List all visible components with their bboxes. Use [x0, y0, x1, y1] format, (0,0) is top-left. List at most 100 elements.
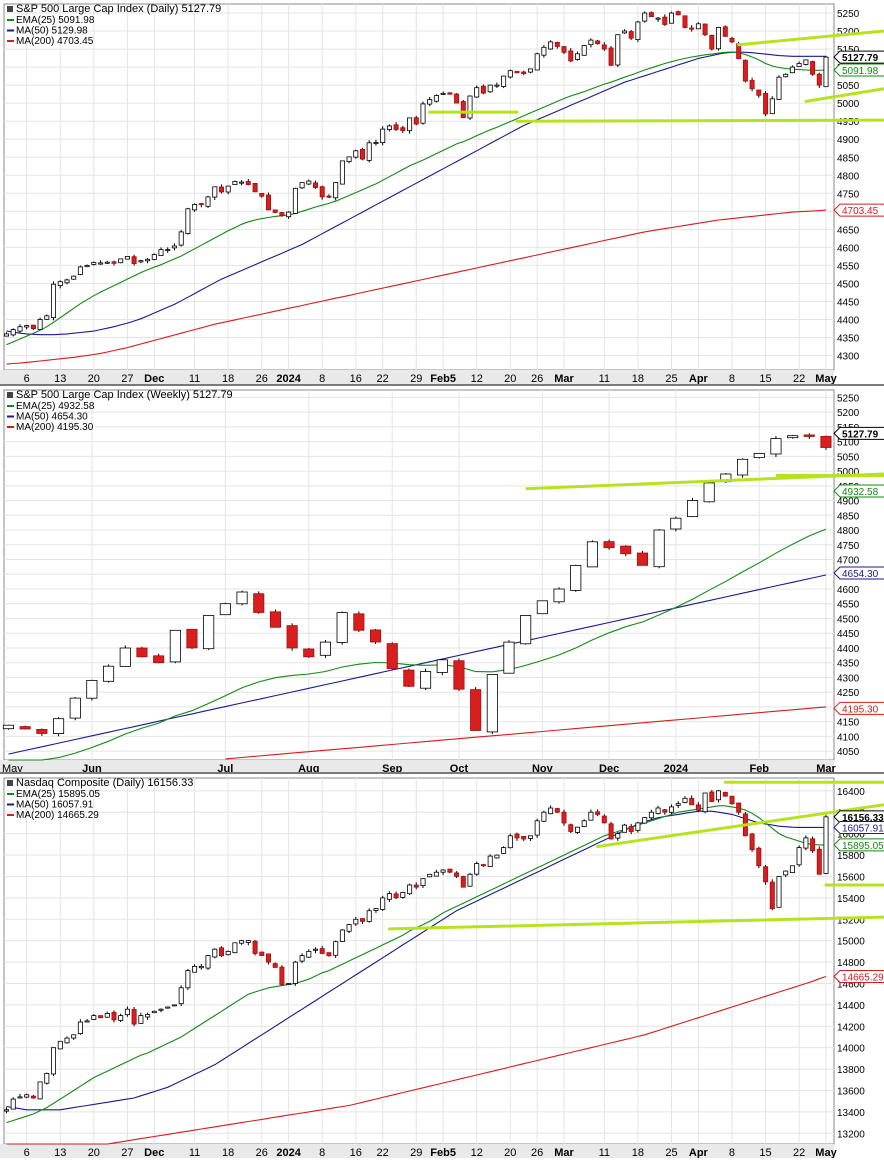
candle-body	[433, 95, 439, 102]
candle	[253, 591, 265, 614]
candle	[403, 668, 415, 688]
candle	[4, 1107, 9, 1114]
candle-body	[306, 180, 312, 185]
candle	[716, 26, 722, 51]
y-tick-label: 14200	[837, 1022, 865, 1033]
x-tick-label: Mar	[554, 1147, 574, 1158]
candle	[312, 947, 318, 954]
candle	[138, 1012, 144, 1024]
candle	[104, 260, 110, 264]
x-axis-strip	[0, 370, 834, 384]
candle-body	[84, 1020, 90, 1023]
candle-body	[165, 249, 171, 252]
candle	[467, 872, 473, 887]
candle	[783, 870, 789, 878]
candle	[810, 60, 816, 76]
candle-body	[420, 878, 426, 886]
y-tick-label: 4300	[837, 352, 860, 363]
chart-title: Nasdaq Composite (Daily) 16156.33	[16, 777, 193, 789]
candle-body	[622, 30, 628, 34]
candle	[810, 836, 816, 853]
candle-body	[427, 99, 433, 105]
price-tag-label: 14665.29	[842, 972, 884, 983]
candle	[339, 929, 345, 942]
candle	[636, 550, 648, 566]
candle-body	[51, 1047, 57, 1075]
legend-entry: EMA(25) 15895.05	[16, 789, 100, 800]
candle	[796, 61, 802, 67]
candle	[487, 84, 493, 93]
candle	[158, 247, 164, 257]
candle-body	[586, 541, 598, 568]
y-tick-label: 4300	[837, 673, 860, 684]
candle	[24, 324, 30, 330]
candle	[252, 940, 258, 956]
candle-body	[312, 948, 318, 951]
candle	[17, 1094, 23, 1099]
candle	[98, 260, 104, 265]
candle-body	[487, 84, 493, 93]
candle	[494, 82, 500, 88]
candle	[453, 658, 465, 692]
candle	[69, 697, 81, 721]
y-tick-label: 4150	[837, 718, 860, 729]
candle-body	[151, 1010, 157, 1014]
candle	[218, 946, 224, 958]
candle-body	[17, 1096, 23, 1099]
candle-body	[138, 1015, 144, 1024]
candle	[635, 821, 641, 833]
x-tick-label: 22	[377, 1147, 389, 1158]
price-tag: 5127.79	[833, 426, 884, 440]
candle	[581, 44, 587, 56]
candle-body	[729, 37, 735, 43]
candle-body	[265, 194, 271, 211]
candle-body	[71, 275, 77, 280]
candle	[507, 833, 513, 849]
candle	[171, 1004, 177, 1007]
candle-body	[91, 262, 97, 265]
candle	[44, 314, 50, 320]
candle-body	[245, 940, 251, 943]
candle	[470, 687, 482, 731]
candle-body	[823, 816, 829, 874]
candle-body	[803, 434, 815, 437]
candle-body	[820, 435, 832, 448]
candle-body	[136, 647, 148, 658]
candle-body	[682, 15, 688, 28]
candle	[548, 40, 554, 50]
candle	[103, 664, 115, 683]
candle-body	[326, 952, 332, 957]
candle-body	[393, 893, 399, 899]
candle-body	[24, 325, 30, 328]
candle-body	[312, 182, 318, 188]
x-tick-label: Dec	[144, 373, 164, 385]
candle	[386, 124, 392, 132]
candle	[111, 260, 117, 266]
candle	[136, 646, 148, 658]
candle	[769, 879, 775, 911]
candle-body	[373, 142, 379, 145]
candle-body	[319, 186, 325, 198]
candle-body	[319, 641, 331, 656]
candle-body	[333, 941, 339, 956]
candle	[433, 869, 439, 877]
candle	[695, 802, 701, 813]
candle-body	[131, 256, 137, 265]
candle-body	[386, 893, 392, 900]
price-tag-label: 5091.98	[842, 66, 879, 77]
candle	[153, 653, 165, 664]
candle	[239, 180, 245, 186]
price-tag-box	[833, 566, 884, 580]
candle-body	[474, 863, 480, 875]
candle-body	[494, 854, 500, 859]
candle	[306, 179, 312, 186]
candle-body	[131, 1009, 137, 1025]
y-tick-label: 14400	[837, 1001, 865, 1012]
candle-body	[682, 797, 688, 803]
y-tick-label: 4500	[837, 279, 860, 290]
ema25-line	[6, 51, 827, 346]
candle-body	[756, 847, 762, 867]
candle	[171, 243, 177, 251]
candle-body	[84, 264, 90, 268]
candle-body	[57, 281, 63, 287]
